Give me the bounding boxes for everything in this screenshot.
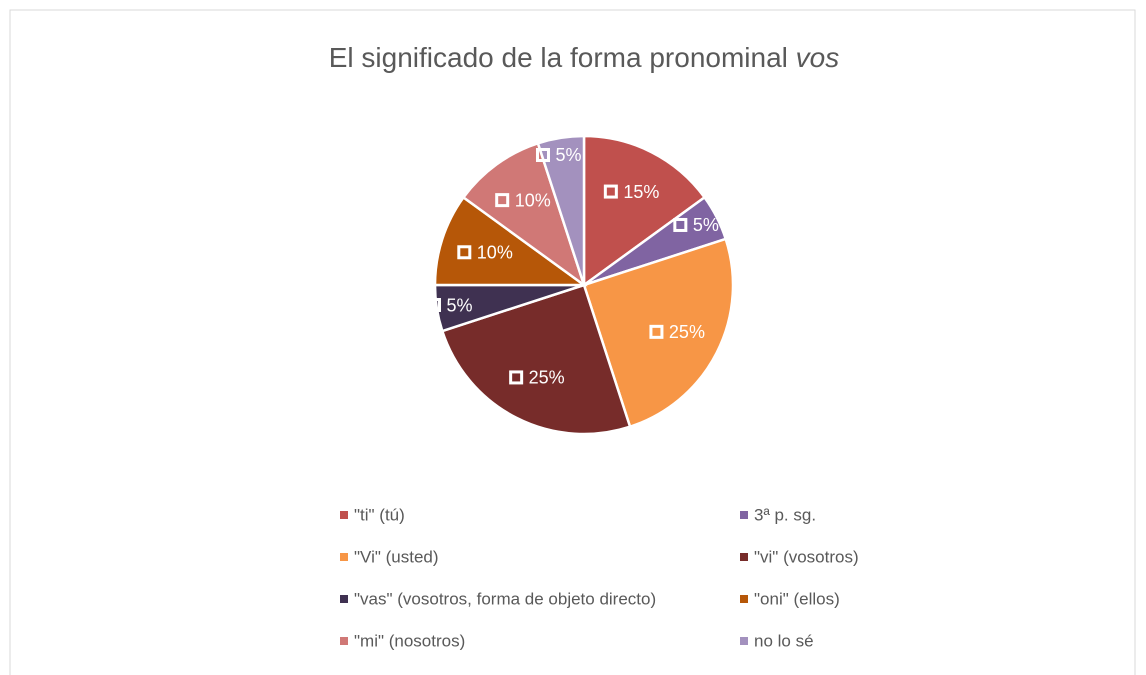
label-key bbox=[426, 298, 441, 313]
data-label: 5% bbox=[693, 215, 719, 235]
legend-swatch bbox=[340, 553, 348, 561]
pie-slice bbox=[536, 134, 586, 286]
legend-label: "mi" (nosotros) bbox=[354, 631, 465, 650]
pie-slice bbox=[440, 283, 632, 436]
data-label: 25% bbox=[669, 322, 705, 342]
data-label: 10% bbox=[515, 190, 551, 210]
label-key bbox=[535, 147, 550, 162]
data-label: 5% bbox=[446, 295, 472, 315]
label-key bbox=[457, 245, 472, 260]
data-label: 10% bbox=[477, 243, 513, 263]
data-label: 5% bbox=[555, 145, 581, 165]
legend-label: no lo sé bbox=[754, 631, 814, 650]
legend-swatch bbox=[340, 637, 348, 645]
legend-label: "vas" (vosotros, forma de objeto directo… bbox=[354, 589, 656, 608]
label-key bbox=[649, 324, 664, 339]
legend-swatch bbox=[340, 511, 348, 519]
data-label: 15% bbox=[623, 182, 659, 202]
label-key bbox=[495, 193, 510, 208]
pie-slice bbox=[433, 195, 588, 287]
label-key bbox=[603, 184, 618, 199]
chart-title: El significado de la forma pronominal vo… bbox=[329, 42, 840, 73]
legend-swatch bbox=[740, 553, 748, 561]
label-key bbox=[509, 370, 524, 385]
legend-swatch bbox=[740, 595, 748, 603]
pie-slice bbox=[461, 141, 587, 289]
pie-slice bbox=[582, 134, 707, 288]
legend-swatch bbox=[340, 595, 348, 603]
label-key bbox=[673, 217, 688, 232]
legend-swatch bbox=[740, 511, 748, 519]
pie-slice bbox=[582, 237, 735, 429]
legend-swatch bbox=[740, 637, 748, 645]
legend-label: "Vi" (usted) bbox=[354, 547, 439, 566]
legend-label: 3ª p. sg. bbox=[754, 505, 816, 524]
legend-label: "ti" (tú) bbox=[354, 505, 405, 524]
legend-label: "oni" (ellos) bbox=[754, 589, 840, 608]
legend-label: "vi" (vosotros) bbox=[754, 547, 859, 566]
data-label: 25% bbox=[529, 368, 565, 388]
